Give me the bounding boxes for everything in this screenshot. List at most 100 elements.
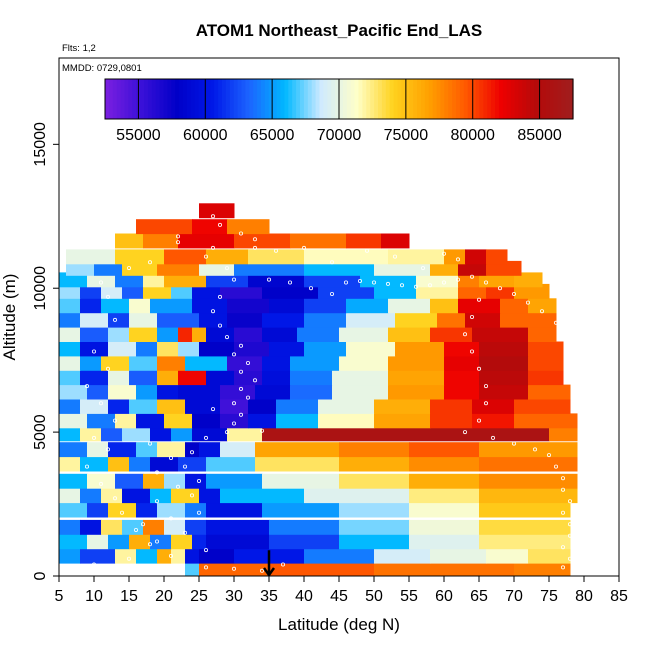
heatmap-cell xyxy=(339,442,410,458)
heatmap-cell xyxy=(150,488,172,504)
y-tick-label: 0 xyxy=(32,571,49,580)
sample-point xyxy=(554,464,559,469)
heatmap-cell xyxy=(486,260,522,276)
colorbar-segment xyxy=(495,79,500,119)
heatmap-cell xyxy=(171,283,193,299)
heatmap-cell xyxy=(115,548,137,564)
heatmap-cell xyxy=(129,312,158,328)
heatmap-cell xyxy=(220,488,305,504)
colorbar-segment xyxy=(225,79,231,119)
heatmap-cell xyxy=(318,413,375,429)
colorbar-segment xyxy=(456,79,461,119)
colorbar-segment xyxy=(448,79,453,119)
heatmap-cell xyxy=(479,442,578,458)
heatmap-cell xyxy=(514,283,550,299)
heatmap-cell xyxy=(59,502,88,518)
sample-point xyxy=(238,343,243,348)
sample-point xyxy=(455,257,460,262)
colorbar-segment xyxy=(155,79,161,119)
sample-point xyxy=(168,516,173,521)
heatmap-cell xyxy=(59,399,81,414)
colorbar-segment xyxy=(549,79,555,119)
heatmap-cell xyxy=(164,413,193,429)
heatmap-cell xyxy=(479,502,571,518)
heatmap-cell xyxy=(157,399,186,414)
colorbar-segment xyxy=(237,79,243,119)
x-tick-label: 55 xyxy=(400,588,418,605)
sample-point xyxy=(161,570,166,575)
x-tick-label: 30 xyxy=(225,588,243,605)
sample-point xyxy=(561,510,566,515)
colorbar-segment xyxy=(518,79,523,119)
heatmap-cell xyxy=(304,272,361,288)
heatmap-cell xyxy=(66,260,95,276)
heatmap-cell xyxy=(304,249,389,265)
colorbar-segment xyxy=(366,79,371,119)
sample-point xyxy=(154,499,159,504)
heatmap-cell xyxy=(388,298,431,314)
heatmap-cell xyxy=(59,355,81,371)
heatmap-cell xyxy=(164,249,207,265)
sample-point xyxy=(85,464,90,469)
heatmap-cell xyxy=(136,413,165,429)
colorbar-segment xyxy=(370,79,375,119)
heatmap-cell xyxy=(395,341,445,357)
sample-point xyxy=(568,556,573,561)
heatmap-cell xyxy=(108,327,130,342)
heatmap-cell xyxy=(297,327,340,342)
colorbar-segment xyxy=(510,79,516,119)
colorbar-segment xyxy=(397,79,402,119)
colorbar-segment xyxy=(342,79,348,119)
heatmap-cell xyxy=(444,370,480,386)
heatmap-cell xyxy=(178,370,207,386)
colorbar-segment xyxy=(253,79,258,119)
sample-point xyxy=(483,384,488,389)
heatmap-cell xyxy=(129,456,151,472)
x-axis-label: Latitude (deg N) xyxy=(278,615,400,634)
heatmap-cell xyxy=(374,548,431,564)
heatmap-cell xyxy=(206,519,270,535)
heatmap-cell xyxy=(388,249,445,265)
x-tick-label: 15 xyxy=(120,588,138,605)
heatmap-cell xyxy=(80,399,109,414)
heatmap-cell xyxy=(157,341,179,357)
sample-point xyxy=(133,528,138,533)
heatmap-cell xyxy=(101,519,123,535)
heatmap-cell xyxy=(374,260,431,276)
sample-point xyxy=(238,386,243,391)
sample-point xyxy=(554,320,559,325)
heatmap-cell xyxy=(234,341,270,357)
sample-point xyxy=(175,234,180,239)
heatmap-cell xyxy=(500,298,529,314)
sample-point xyxy=(217,222,222,227)
heatmap-cell xyxy=(178,456,207,472)
heatmap-cell xyxy=(220,283,263,299)
sample-point xyxy=(203,435,208,440)
heatmap-cell xyxy=(136,384,158,400)
colorbar-segment xyxy=(222,79,227,119)
heatmap-cell xyxy=(395,312,438,328)
heatmap-cell xyxy=(157,327,179,342)
colorbar-segment xyxy=(171,79,176,119)
colorbar-segment xyxy=(303,79,309,119)
sample-point xyxy=(280,562,285,567)
heatmap-cell xyxy=(199,488,221,504)
colorbar-segment xyxy=(206,79,211,119)
colorbar-segment xyxy=(467,79,473,119)
colorbar-segment xyxy=(323,79,328,119)
heatmap-cell xyxy=(409,473,480,489)
sample-point xyxy=(175,240,180,245)
heatmap-cell xyxy=(269,561,375,577)
heatmap-cell xyxy=(136,219,193,235)
sample-point xyxy=(231,277,236,282)
heatmap-cell xyxy=(157,312,200,328)
colorbar-segment xyxy=(218,79,223,119)
sample-point xyxy=(455,277,460,282)
heatmap-cell xyxy=(374,283,417,299)
heatmap-cell xyxy=(80,312,109,328)
heatmap-cell xyxy=(290,370,333,386)
heatmap-cell xyxy=(479,456,578,472)
y-tick-label: 5000 xyxy=(32,414,49,450)
heatmap-cell xyxy=(206,534,270,550)
heatmap-cell xyxy=(430,399,473,414)
